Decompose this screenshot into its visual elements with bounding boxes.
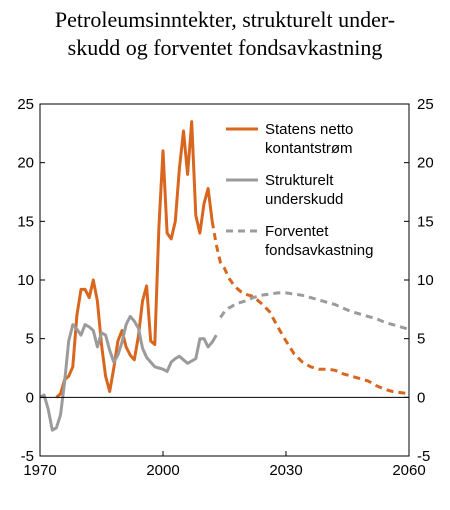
chart-title: Petroleumsinntekter, strukturelt under- … xyxy=(0,6,450,62)
y-tick-label-left: 10 xyxy=(17,272,34,289)
y-tick-label-left: 5 xyxy=(26,331,34,348)
y-tick-label-left: 20 xyxy=(17,155,34,172)
legend-label-statens-netto-kontantstr-m: kontantstrøm xyxy=(265,140,353,157)
y-tick-label-right: 10 xyxy=(417,272,434,289)
legend-label-forventet-fondsavkastning: fondsavkastning xyxy=(265,242,373,259)
x-tick-label: 2000 xyxy=(146,462,179,479)
y-tick-label-right: 25 xyxy=(417,96,434,113)
y-tick-label-left: 15 xyxy=(17,213,34,230)
series-layer xyxy=(39,120,410,432)
legend-label-strukturelt-underskudd: underskudd xyxy=(265,191,343,208)
x-tick-label: 1970 xyxy=(23,462,56,479)
y-tick-label-right: -5 xyxy=(417,448,430,465)
y-tick-label-right: 0 xyxy=(417,389,425,406)
series-line-statens-netto-kontantstr-m xyxy=(55,120,214,399)
plot-frame xyxy=(39,103,410,457)
y-tick-label-right: 5 xyxy=(417,331,425,348)
legend-label-strukturelt-underskudd: Strukturelt xyxy=(265,172,334,189)
chart-title-line-1: Petroleumsinntekter, strukturelt under- xyxy=(54,7,396,32)
y-tick-label-right: 15 xyxy=(417,213,434,230)
x-tick-label: 2030 xyxy=(269,462,302,479)
y-tick-label-left: 25 xyxy=(17,96,34,113)
series-line-statens-netto-kontantstr-m-forventet xyxy=(210,221,410,396)
tick-label-layer: -5 -5 0 0 5 5 10 10 15 15 20 20 25 25 1970 2000 2030 2060 xyxy=(17,96,433,479)
legend: Statens netto kontantstrøm Strukturelt unde… xyxy=(226,121,373,259)
chart-title-line-2: skudd og forventet fondsavkastning xyxy=(67,35,383,60)
y-tick-label-left: -5 xyxy=(21,448,34,465)
axes-layer xyxy=(39,103,410,457)
legend-label-statens-netto-kontantstr-m: Statens netto xyxy=(265,121,353,138)
y-tick-label-left: 0 xyxy=(26,389,34,406)
y-tick-label-right: 20 xyxy=(417,155,434,172)
series-line-strukturelt-underskudd xyxy=(39,314,218,432)
series-line-forventet-fondsavkastning xyxy=(219,291,410,331)
x-tick-label: 2060 xyxy=(392,462,425,479)
legend-label-forventet-fondsavkastning: Forventet xyxy=(265,223,329,240)
